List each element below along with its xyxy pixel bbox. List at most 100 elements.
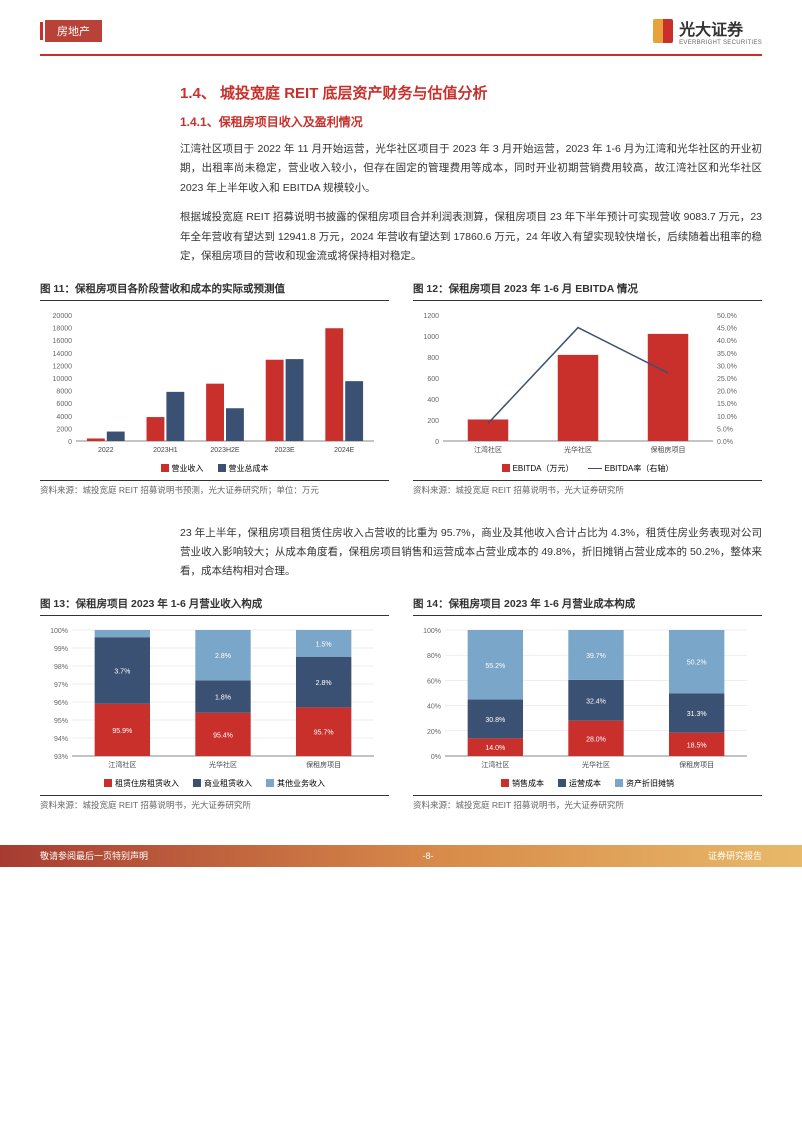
company-name-en: EVERBRIGHT SECURITIES [679, 40, 762, 46]
svg-text:18000: 18000 [53, 325, 73, 332]
svg-text:95.7%: 95.7% [314, 729, 334, 736]
svg-text:800: 800 [427, 355, 439, 362]
svg-text:600: 600 [427, 376, 439, 383]
svg-text:5.0%: 5.0% [717, 426, 733, 433]
svg-text:江湾社区: 江湾社区 [108, 760, 136, 769]
svg-text:96%: 96% [54, 700, 68, 707]
figure-12-chart: 0200400600800100012000.0%5.0%10.0%15.0%2… [413, 309, 753, 459]
svg-text:保租房项目: 保租房项目 [306, 760, 341, 769]
svg-text:95%: 95% [54, 718, 68, 725]
svg-text:1000: 1000 [423, 334, 439, 341]
footer-page-number: -8- [423, 851, 434, 861]
svg-text:光华社区: 光华社区 [564, 445, 592, 454]
svg-text:50.0%: 50.0% [717, 313, 737, 320]
svg-text:10000: 10000 [53, 376, 73, 383]
figure-13-legend: 租赁住房租赁收入商业租赁收入其他业务收入 [40, 778, 389, 789]
figure-11-source: 资料来源：城投宽庭 REIT 招募说明书预测，光大证券研究所；单位：万元 [40, 480, 389, 496]
svg-text:94%: 94% [54, 736, 68, 743]
figure-12: 图 12：保租房项目 2023 年 1-6 月 EBITDA 情况 0 200 40… [413, 281, 762, 496]
svg-text:30.8%: 30.8% [485, 717, 505, 724]
svg-text:2000: 2000 [56, 426, 72, 433]
svg-text:光华社区: 光华社区 [582, 760, 610, 769]
paragraph-1: 江湾社区项目于 2022 年 11 月开始运营，光华社区项目于 2023 年 3… [180, 140, 762, 198]
section-heading-1-4: 1.4、 城投宽庭 REIT 底层资产财务与估值分析 [180, 82, 762, 103]
figure-11: 图 11：保租房项目各阶段营收和成本的实际或预测值 0 2000 4000 6000 8… [40, 281, 389, 496]
figure-11-chart: 0200040006000800010000120001400016000180… [40, 309, 380, 459]
svg-text:3.7%: 3.7% [114, 668, 130, 675]
svg-text:93%: 93% [54, 754, 68, 761]
svg-text:保租房项目: 保租房项目 [651, 445, 686, 454]
svg-text:2024E: 2024E [334, 447, 355, 454]
svg-text:60%: 60% [427, 678, 441, 685]
svg-text:0: 0 [435, 439, 439, 446]
svg-text:40%: 40% [427, 703, 441, 710]
svg-text:39.7%: 39.7% [586, 653, 606, 660]
svg-text:18.5%: 18.5% [687, 742, 707, 749]
figure-14-title: 图 14：保租房项目 2023 年 1-6 月营业成本构成 [413, 596, 762, 616]
paragraph-2: 根据城投宽庭 REIT 招募说明书披露的保租房项目合并利润表测算，保租房项目 2… [180, 208, 762, 266]
svg-text:97%: 97% [54, 682, 68, 689]
svg-text:80%: 80% [427, 653, 441, 660]
svg-text:14000: 14000 [53, 350, 73, 357]
paragraph-3: 23 年上半年，保租房项目租赁住房收入占营收的比重为 95.7%，商业及其他收入… [180, 524, 762, 582]
svg-text:2023H1: 2023H1 [153, 447, 178, 454]
svg-text:20000: 20000 [53, 313, 73, 320]
svg-text:8000: 8000 [56, 388, 72, 395]
figure-13-source: 资料来源：城投宽庭 REIT 招募说明书，光大证券研究所 [40, 795, 389, 811]
svg-text:1.5%: 1.5% [316, 641, 332, 648]
svg-text:95.4%: 95.4% [213, 732, 233, 739]
figure-13-chart: 93%94%95%96%97%98%99%100%95.9%3.7%江湾社区95… [40, 624, 380, 774]
logo-icon [653, 19, 673, 43]
svg-text:28.0%: 28.0% [586, 736, 606, 743]
svg-text:江湾社区: 江湾社区 [481, 760, 509, 769]
footer-left: 敬请参阅最后一页特别声明 [40, 849, 148, 862]
svg-text:江湾社区: 江湾社区 [474, 445, 502, 454]
svg-text:45.0%: 45.0% [717, 325, 737, 332]
accent-bar [40, 22, 43, 40]
svg-text:20.0%: 20.0% [717, 388, 737, 395]
svg-text:15.0%: 15.0% [717, 401, 737, 408]
svg-text:6000: 6000 [56, 401, 72, 408]
svg-text:2023E: 2023E [274, 447, 295, 454]
svg-text:12000: 12000 [53, 363, 73, 370]
svg-text:0.0%: 0.0% [717, 439, 733, 446]
svg-text:1200: 1200 [423, 313, 439, 320]
svg-text:95.9%: 95.9% [112, 728, 132, 735]
figure-11-title: 图 11：保租房项目各阶段营收和成本的实际或预测值 [40, 281, 389, 301]
svg-text:100%: 100% [50, 628, 68, 635]
svg-text:35.0%: 35.0% [717, 350, 737, 357]
svg-text:0%: 0% [431, 754, 441, 761]
svg-text:31.3%: 31.3% [687, 711, 707, 718]
svg-text:100%: 100% [423, 628, 441, 635]
footer-right: 证券研究报告 [708, 849, 762, 862]
svg-text:2.8%: 2.8% [215, 653, 231, 660]
svg-text:40.0%: 40.0% [717, 338, 737, 345]
page-footer: 敬请参阅最后一页特别声明 -8- 证券研究报告 [0, 845, 802, 867]
svg-text:50.2%: 50.2% [687, 659, 707, 666]
section-heading-1-4-1: 1.4.1、保租房项目收入及盈利情况 [180, 113, 762, 130]
figure-14-legend: 销售成本运营成本资产折旧摊销 [413, 778, 762, 789]
figure-14-chart: 0% 20% 40% 60% 80% 100% 14.0% 30.8% 55.2% 江湾社区 28.… [413, 624, 753, 774]
svg-text:99%: 99% [54, 646, 68, 653]
svg-text:55.2%: 55.2% [485, 663, 505, 670]
svg-text:14.0%: 14.0% [485, 745, 505, 752]
figure-14-source: 资料来源：城投宽庭 REIT 招募说明书，光大证券研究所 [413, 795, 762, 811]
svg-text:0: 0 [68, 439, 72, 446]
svg-text:2023H2E: 2023H2E [210, 447, 240, 454]
figure-12-legend: EBITDA（万元）EBITDA率（右轴） [413, 463, 762, 474]
figure-14: 图 14：保租房项目 2023 年 1-6 月营业成本构成 0% 20% 40% 60… [413, 596, 762, 811]
svg-text:20%: 20% [427, 729, 441, 736]
svg-text:2.8%: 2.8% [316, 680, 332, 687]
sector-label: 房地产 [45, 20, 102, 42]
svg-text:25.0%: 25.0% [717, 376, 737, 383]
page-header: 房地产 光大证券 EVERBRIGHT SECURITIES [0, 0, 802, 48]
svg-text:保租房项目: 保租房项目 [679, 760, 714, 769]
svg-text:1.8%: 1.8% [215, 694, 231, 701]
svg-text:200: 200 [427, 418, 439, 425]
figure-13-title: 图 13：保租房项目 2023 年 1-6 月营业收入构成 [40, 596, 389, 616]
svg-text:32.4%: 32.4% [586, 698, 606, 705]
figure-12-source: 资料来源：城投宽庭 REIT 招募说明书，光大证券研究所 [413, 480, 762, 496]
figure-12-title: 图 12：保租房项目 2023 年 1-6 月 EBITDA 情况 [413, 281, 762, 301]
svg-text:4000: 4000 [56, 413, 72, 420]
svg-text:400: 400 [427, 397, 439, 404]
